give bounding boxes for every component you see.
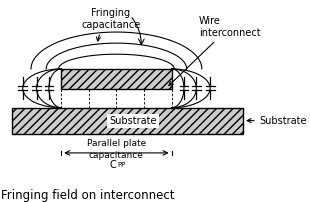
Text: Wire
interconnect: Wire interconnect [169, 16, 261, 85]
Text: capacitance: capacitance [89, 151, 144, 160]
Bar [12, 108, 243, 134]
Text: PP: PP [118, 162, 126, 168]
Text: Substrate: Substrate [109, 116, 157, 126]
Text: Parallel plate: Parallel plate [87, 139, 146, 148]
Text: Substrate: Substrate [247, 116, 307, 126]
Text: Fringing field on interconnect: Fringing field on interconnect [1, 189, 174, 202]
Text: C: C [110, 160, 117, 170]
Text: Fringing
capacitance: Fringing capacitance [81, 8, 140, 41]
Bar [61, 69, 171, 89]
